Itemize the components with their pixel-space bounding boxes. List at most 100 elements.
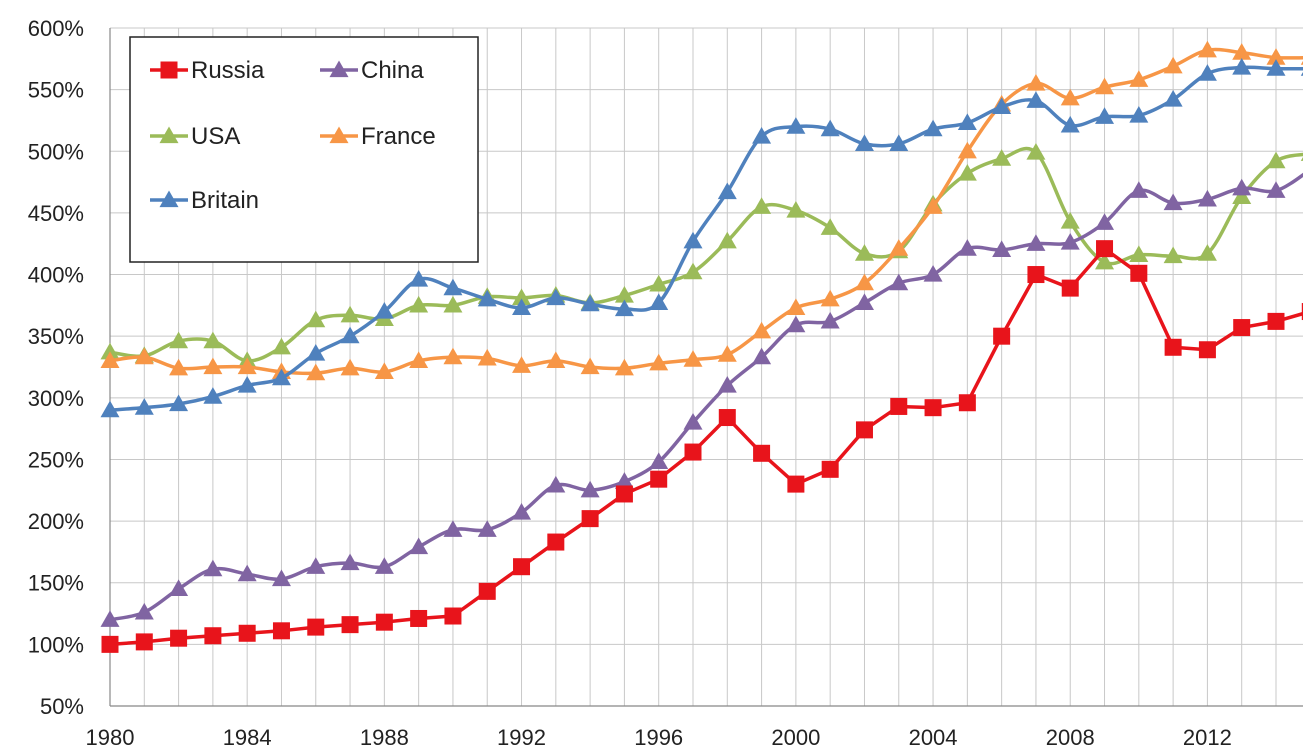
data-point-france xyxy=(340,358,360,376)
data-point-china xyxy=(546,475,566,493)
data-point-britain xyxy=(546,288,566,306)
data-point-china xyxy=(820,311,840,329)
data-point-china xyxy=(1060,232,1080,250)
legend-label: Russia xyxy=(191,57,265,84)
data-point-china xyxy=(649,452,669,470)
data-point-china xyxy=(512,502,532,520)
data-point-france xyxy=(443,347,463,365)
data-point-russia xyxy=(204,627,222,645)
data-point-britain xyxy=(752,126,772,144)
data-point-britain xyxy=(1232,57,1252,75)
data-point-china xyxy=(271,569,291,587)
data-point-china xyxy=(100,610,120,627)
series-britain xyxy=(100,57,1303,418)
legend-swatch-marker xyxy=(160,61,178,79)
data-point-russia xyxy=(1267,312,1285,330)
data-point-china xyxy=(614,472,634,489)
legend-swatch-marker xyxy=(159,190,179,208)
data-point-britain xyxy=(134,398,154,415)
data-point-china xyxy=(1197,189,1217,207)
data-point-russia xyxy=(410,609,428,627)
data-point-britain xyxy=(923,119,943,137)
data-point-france xyxy=(203,357,223,375)
data-point-usa xyxy=(340,305,360,323)
data-point-britain xyxy=(1300,71,1303,76)
data-point-china xyxy=(374,557,394,574)
data-point-britain xyxy=(1060,115,1080,133)
data-point-britain xyxy=(889,134,909,152)
data-point-britain xyxy=(1129,106,1149,123)
y-tick-label: 100% xyxy=(28,632,84,657)
data-point-france xyxy=(237,357,257,375)
data-point-usa xyxy=(306,310,326,328)
x-tick-label: 1992 xyxy=(497,725,546,749)
data-point-britain xyxy=(203,387,223,404)
data-point-china xyxy=(683,412,703,430)
data-point-russia xyxy=(444,607,462,625)
data-point-britain xyxy=(340,326,360,344)
data-point-russia xyxy=(581,510,599,528)
data-point-britain xyxy=(169,394,189,412)
data-point-usa xyxy=(1266,151,1286,169)
data-point-britain xyxy=(786,117,806,134)
data-point-china xyxy=(786,315,806,333)
data-point-russia xyxy=(615,485,633,503)
data-point-russia xyxy=(890,397,908,415)
data-point-britain xyxy=(443,278,463,296)
data-point-russia xyxy=(1130,264,1148,282)
data-point-usa xyxy=(1026,143,1046,160)
data-point-france xyxy=(820,289,840,307)
data-point-usa xyxy=(717,231,737,249)
data-point-russia xyxy=(101,635,119,653)
data-point-usa xyxy=(1163,246,1183,264)
data-point-usa xyxy=(203,331,223,349)
data-point-russia xyxy=(1096,240,1114,258)
data-point-russia xyxy=(547,533,565,551)
data-point-china xyxy=(1163,193,1183,211)
data-point-usa xyxy=(1300,157,1303,161)
data-point-china xyxy=(957,239,977,256)
data-point-france xyxy=(923,197,943,214)
data-point-china xyxy=(237,564,257,582)
data-point-usa xyxy=(752,197,772,214)
data-point-china xyxy=(992,240,1012,258)
y-tick-label: 150% xyxy=(28,571,84,596)
x-tick-label: 1980 xyxy=(86,725,135,749)
data-point-france xyxy=(306,363,326,381)
legend-label: France xyxy=(361,123,436,150)
legend-item-china: China xyxy=(320,57,424,84)
data-point-russia xyxy=(1301,303,1303,321)
data-point-china xyxy=(752,347,772,365)
data-point-china xyxy=(203,559,223,577)
data-point-france xyxy=(409,351,429,368)
data-point-france xyxy=(683,350,703,367)
legend-item-usa: USA xyxy=(150,123,240,150)
data-point-china xyxy=(340,553,360,571)
data-point-china xyxy=(717,375,737,393)
data-point-china xyxy=(1129,181,1149,198)
data-point-china xyxy=(1300,173,1303,177)
data-point-china xyxy=(443,520,463,537)
data-point-china xyxy=(1232,178,1252,196)
data-point-france xyxy=(1060,88,1080,106)
legend-swatch-marker xyxy=(329,126,349,144)
data-point-russia xyxy=(135,633,153,651)
data-point-russia xyxy=(238,624,256,642)
data-point-britain xyxy=(1095,107,1115,124)
data-point-russia xyxy=(924,399,942,417)
series-russia xyxy=(101,240,1303,653)
axis-ticks: 50% 100% 150% 200% 250% 300% 350% 400% 450% 500% 5… xyxy=(28,16,1232,749)
data-point-britain xyxy=(100,400,120,418)
y-tick-label: 300% xyxy=(28,386,84,411)
data-point-france xyxy=(1095,77,1115,95)
data-point-france xyxy=(374,362,394,380)
data-point-usa xyxy=(683,262,703,280)
data-point-britain xyxy=(992,97,1012,115)
legend-box xyxy=(129,36,479,263)
x-tick-label: 1984 xyxy=(223,725,272,749)
data-point-usa xyxy=(1060,212,1080,229)
data-point-britain xyxy=(1163,89,1183,107)
data-point-france xyxy=(889,239,909,256)
data-point-usa xyxy=(271,337,291,355)
